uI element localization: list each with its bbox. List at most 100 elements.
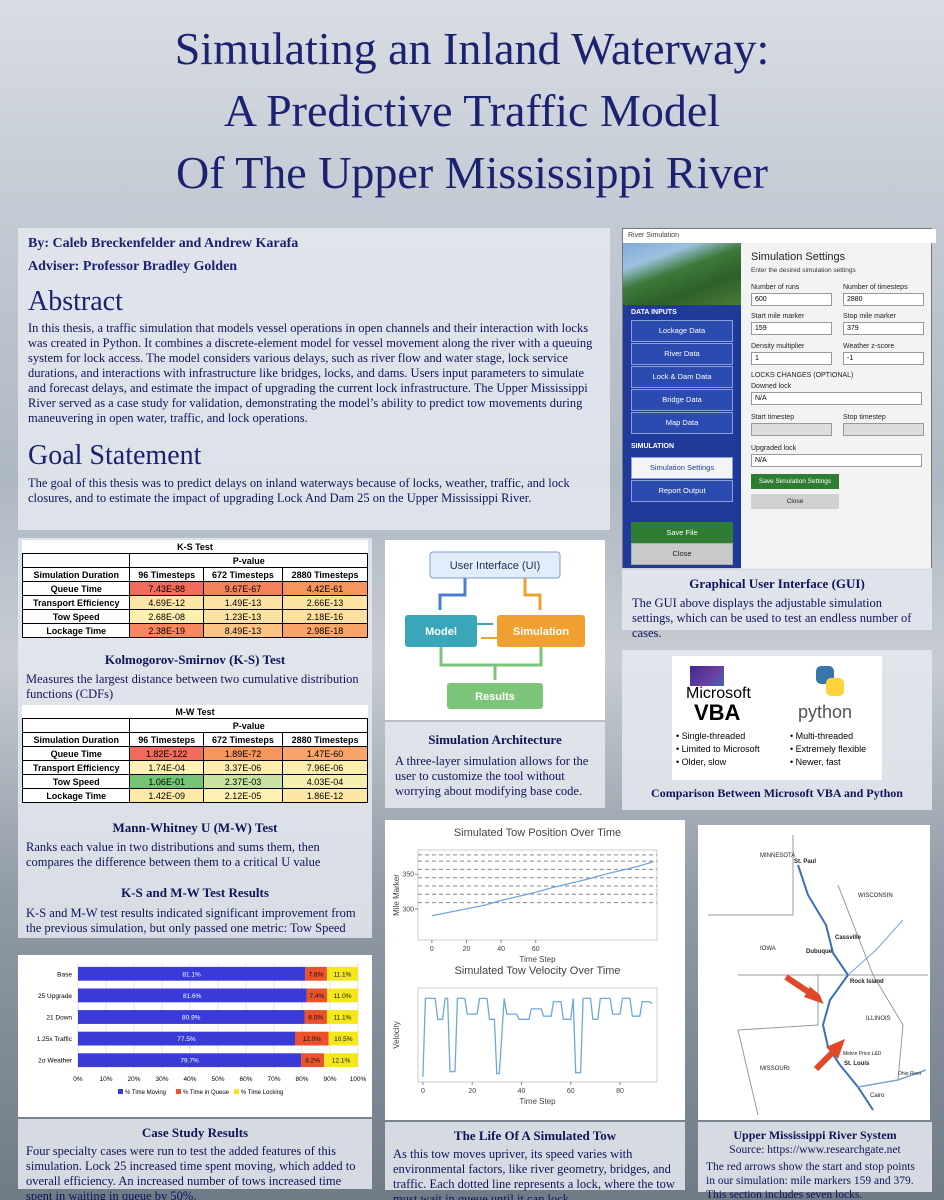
close-button[interactable]: Close <box>751 494 839 509</box>
table-row: Queue Time 7.43E-88 9.67E-67 4.42E-61 <box>21 581 368 596</box>
bullet: • Extremely flexible <box>790 744 867 754</box>
row-header: Queue Time <box>21 746 131 761</box>
x-tick-label: 70% <box>267 1076 280 1083</box>
map-label: WISCONSIN <box>858 893 893 899</box>
table-cell: 1.82E-122 <box>129 746 204 761</box>
arrow <box>523 578 542 610</box>
bullet: • Newer, fast <box>790 757 841 767</box>
bar-segment <box>78 1010 305 1024</box>
caption-text: The GUI above displays the adjustable si… <box>632 596 912 640</box>
nav-button[interactable]: Map Data <box>631 412 733 434</box>
gui-caption-panel: Graphical User Interface (GUI) The GUI a… <box>622 568 932 640</box>
field-input[interactable] <box>751 423 832 436</box>
row-header: Transport Efficiency <box>21 760 131 775</box>
legend-swatch <box>118 1089 123 1094</box>
bar-segment <box>327 988 358 1003</box>
value-label: 7.4% <box>309 993 324 1000</box>
nav-button[interactable]: Lock & Dam Data <box>631 366 733 388</box>
table-cell: 1.86E-12 <box>282 788 368 803</box>
field-label: Stop timestep <box>843 414 886 421</box>
x-axis-label: Time Step <box>519 1097 556 1106</box>
nav-button[interactable]: Report Output <box>631 480 733 502</box>
nav-button[interactable]: Bridge Data <box>631 389 733 411</box>
x-tick-label: 90% <box>323 1076 336 1083</box>
tow-charts: Simulated Tow Position Over Time 0 20 40 60 3… <box>385 820 685 1120</box>
node-box <box>447 683 543 709</box>
y-tick-label: Base <box>57 971 72 978</box>
table-row: Tow Speed 1.06E-01 2.37E-03 4.03E-04 <box>21 774 368 789</box>
save-button[interactable]: Save File <box>631 522 733 544</box>
select[interactable]: N/A <box>751 392 922 405</box>
legend-swatch <box>234 1089 239 1094</box>
bar-segment <box>78 966 306 981</box>
locks-heading: LOCKS CHANGES (OPTIONAL) <box>751 372 854 379</box>
y-tick-label: 300 <box>402 906 414 913</box>
map-source: Source: https://www.researchgate.net <box>729 1144 901 1156</box>
plot-area <box>417 849 658 941</box>
map-label: St. Paul <box>794 859 816 865</box>
caption-text: The red arrows show the start and stop p… <box>706 1161 915 1200</box>
table-cell: 2.38E-19 <box>129 623 204 638</box>
table-cell: 1.47E-60 <box>282 746 368 761</box>
caption-text: K-S and M-W test results indicated signi… <box>26 906 356 935</box>
p-value-table: K-S Test P-value Simulation Duration 96 Tim… <box>21 540 368 638</box>
value-label: 12.1% <box>332 1058 351 1065</box>
table-cell: 2.68E-08 <box>129 609 204 624</box>
table-cell: 1.23E-13 <box>202 609 284 624</box>
y-axis-label: Velocity <box>392 1021 401 1049</box>
field-label: Downed lock <box>751 383 792 390</box>
node-label: User Interface (UI) <box>450 560 540 572</box>
bullet-text: Limited to Microsoft <box>681 744 760 754</box>
table-cell: 2.18E-16 <box>282 609 368 624</box>
bar-segment <box>326 966 358 981</box>
intro-panel: By: Caleb Breckenfelder and Andrew Karaf… <box>18 228 610 530</box>
bar-segment <box>306 988 328 1003</box>
table-row: Lockage Time 2.38E-19 8.49E-13 2.98E-18 <box>21 623 368 638</box>
vba-logo: VBA <box>694 700 741 725</box>
legend-swatch <box>176 1089 181 1094</box>
row-header: Transport Efficiency <box>21 595 131 610</box>
table-row: P-value <box>21 553 368 568</box>
x-tick-label: 100% <box>350 1076 367 1083</box>
nav-button[interactable]: River Data <box>631 343 733 365</box>
table-row: Queue Time 1.82E-122 1.89E-72 1.47E-60 <box>21 746 368 761</box>
bullet-text: Extremely flexible <box>795 744 867 754</box>
value-label: 79.7% <box>180 1058 199 1065</box>
caption-heading: The Life Of A Simulated Tow <box>453 1128 617 1143</box>
close-button[interactable]: Close <box>631 543 733 565</box>
x-tick-label: 20% <box>127 1076 140 1083</box>
architecture-caption-panel: Simulation Architecture A three-layer si… <box>385 722 605 808</box>
select[interactable]: N/A <box>751 454 922 467</box>
abstract-text: In this thesis, a traffic simulation tha… <box>28 321 593 425</box>
field-label: Number of runs <box>751 284 800 291</box>
map-bg <box>698 825 930 1120</box>
bullet: • Multi-threaded <box>790 731 854 741</box>
x-tick-label: 60% <box>239 1076 252 1083</box>
table-cell <box>21 553 131 568</box>
legend-label: % Time Moving <box>125 1090 166 1096</box>
field-input[interactable]: 1 <box>751 352 832 365</box>
value-label: 8.2% <box>305 1058 320 1065</box>
comparison-box: Microsoft VBA python • Single-threaded •… <box>672 656 882 780</box>
value-label: 10.5% <box>334 1036 353 1043</box>
map-label: ILLINOIS <box>866 1016 891 1022</box>
node-label: Model <box>425 626 457 638</box>
x-tick-label: 0 <box>430 946 434 953</box>
field-input[interactable]: -1 <box>843 352 924 365</box>
save-settings-button[interactable]: Save Simulation Settings <box>751 474 839 489</box>
nav-button[interactable]: Simulation Settings <box>631 457 733 479</box>
table-row: Transport Efficiency 1.74E-04 3.37E-06 7.96… <box>21 760 368 775</box>
field-input[interactable] <box>843 423 924 436</box>
field-input[interactable]: 159 <box>751 322 832 335</box>
field-input[interactable]: 2880 <box>843 293 924 306</box>
table-row: Transport Efficiency 4.69E-12 1.49E-13 2.66… <box>21 595 368 610</box>
bar-segment <box>305 966 327 981</box>
field-input[interactable]: 379 <box>843 322 924 335</box>
table-cell: 2.66E-13 <box>282 595 368 610</box>
row-header: Lockage Time <box>21 623 131 638</box>
y-axis-label: Mile Marker <box>392 874 401 916</box>
nav-button[interactable]: Lockage Data <box>631 320 733 342</box>
x-tick-label: 60 <box>532 946 540 953</box>
field-input[interactable]: 600 <box>751 293 832 306</box>
